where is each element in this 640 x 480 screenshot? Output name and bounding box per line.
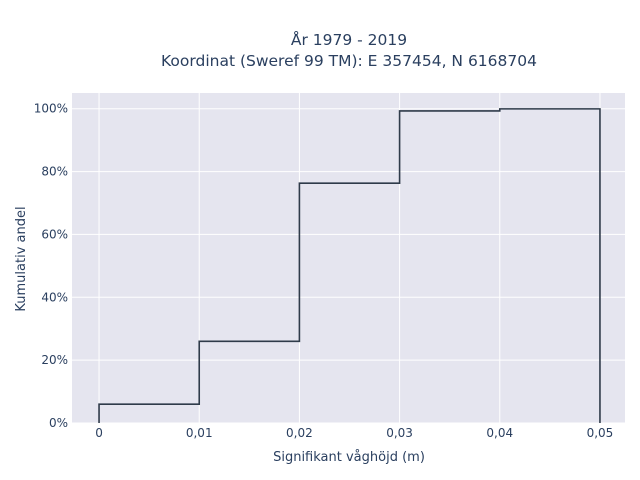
y-tick-label: 60%	[41, 227, 68, 241]
y-tick-label: 40%	[41, 290, 68, 304]
x-tick-label: 0,01	[186, 426, 213, 440]
x-tick-label: 0,02	[286, 426, 313, 440]
x-axis-ticks: 0 0,01 0,02 0,03 0,04 0,05	[95, 426, 613, 440]
y-axis-title: Kumulativ andel	[14, 206, 29, 311]
y-tick-label: 20%	[41, 353, 68, 367]
x-tick-label: 0,04	[486, 426, 513, 440]
y-tick-label: 100%	[34, 102, 68, 116]
x-tick-label: 0,05	[587, 426, 614, 440]
chart-title-line-1: År 1979 - 2019	[291, 30, 407, 49]
step-series-line	[98, 108, 601, 423]
y-axis-ticks: 0% 20% 40% 60% 80% 100%	[34, 102, 68, 430]
plot-area	[72, 93, 625, 423]
x-tick-label: 0	[95, 426, 103, 440]
y-tick-label: 0%	[49, 416, 68, 430]
chart-title-line-2: Koordinat (Sweref 99 TM): E 357454, N 61…	[161, 52, 537, 70]
y-tick-label: 80%	[41, 165, 68, 179]
x-axis-title: Signifikant våghöjd (m)	[273, 450, 425, 465]
x-tick-label: 0,03	[386, 426, 413, 440]
